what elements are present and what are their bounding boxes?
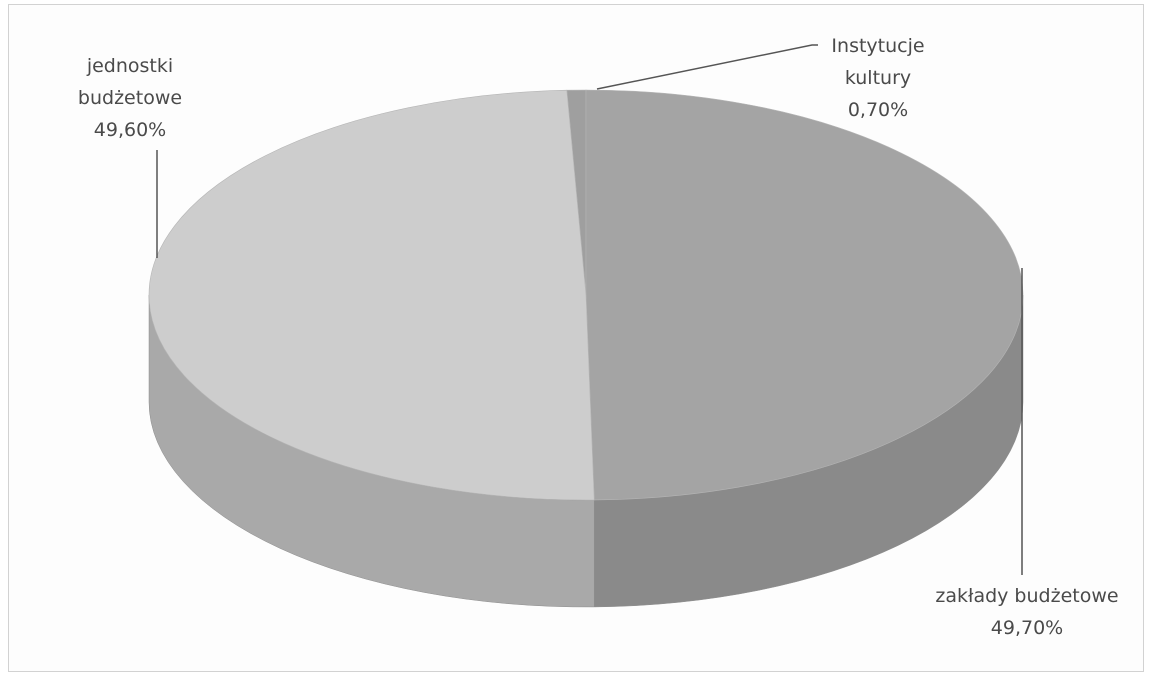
label-jednostki-line1: jednostki [86,55,173,77]
pie-slice-jednostki [148,89,595,501]
label-jednostki-value: 49,60% [94,119,166,141]
leader-lines [156,44,1023,575]
pie-slice-zakłady [585,89,1024,501]
pie-tops [148,89,1024,501]
data-labels: jednostki budżetowe 49,60% Instytucje ku… [78,35,1119,639]
label-instytucje-value: 0,70% [848,99,908,121]
label-instytucje-line1: Instytucje [831,35,924,57]
label-jednostki-line2: budżetowe [78,87,182,109]
label-zaklady-value: 49,70% [991,617,1063,639]
leader-line-instytucje [596,44,818,90]
label-zaklady-line1: zakłady budżetowe [935,585,1118,607]
label-instytucje-line2: kultury [845,67,911,89]
